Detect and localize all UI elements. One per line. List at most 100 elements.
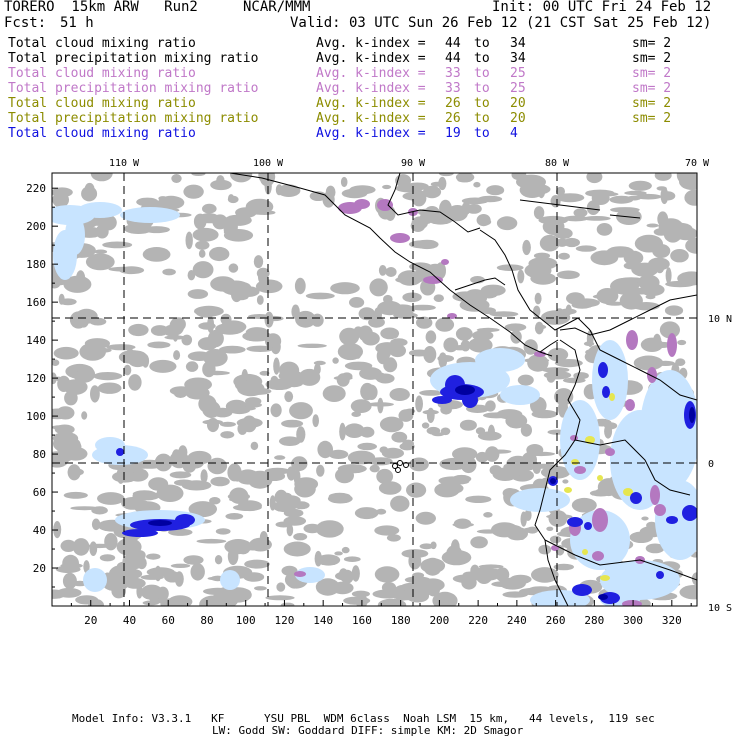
y-tick-label: 120 (26, 372, 46, 385)
legend-smoothing: sm= 2 (632, 66, 672, 81)
y-tick-label: 60 (33, 486, 46, 499)
coastline (454, 277, 506, 291)
legend-from-value: 33 (445, 81, 461, 96)
legend-field-name: Total precipitation mixing ratio (8, 111, 259, 126)
x-tick-label: 40 (123, 614, 136, 627)
legend-to-word: to (474, 81, 490, 96)
longitude-labels: 110 W 100 W 90 W 80 W 70 W (109, 158, 710, 169)
dark-blue-core-areas (148, 385, 695, 600)
latlon-grid (52, 173, 697, 606)
legend-row: Total cloud mixing ratio Avg. k-index = 33… (8, 66, 728, 81)
legend-smoothing: sm= 2 (632, 36, 672, 51)
coastline (559, 294, 697, 336)
x-tick-label: 240 (507, 614, 527, 627)
longitude-label: 70 W (685, 158, 710, 169)
x-tick-label: 320 (662, 614, 682, 627)
y-tick-label: 40 (33, 524, 46, 537)
legend-to-value: 20 (510, 111, 526, 126)
coastline (229, 173, 553, 357)
model-info-line1: Model Info: V3.3.1 KF YSU PBL WDM 6class… (72, 712, 655, 725)
legend-smoothing: sm= 2 (632, 96, 672, 111)
legend-avg-label: Avg. k-index = (316, 126, 426, 141)
x-tick-label: 160 (352, 614, 372, 627)
legend-smoothing: sm= 2 (632, 81, 672, 96)
legend-to-value: 25 (510, 66, 526, 81)
map-figure: 20 40 60 80 100 120 140 160 180 200 220 240 260 280 30… (26, 158, 732, 627)
coastline (519, 199, 601, 211)
x-tick-label: 220 (468, 614, 488, 627)
x-tick-label: 300 (623, 614, 643, 627)
legend-to-word: to (474, 126, 490, 141)
x-tick-label: 180 (391, 614, 411, 627)
legend-avg-label: Avg. k-index = (316, 96, 426, 111)
longitude-label: 110 W (109, 158, 140, 169)
x-tick-label: 100 (236, 614, 256, 627)
coastline (574, 439, 691, 496)
legend-field-name: Total cloud mixing ratio (8, 126, 196, 141)
valid-time: Valid: 03 UTC Sun 26 Feb 12 (21 CST Sat … (290, 15, 712, 31)
coastline (544, 539, 697, 581)
legend-to-value: 34 (510, 51, 526, 66)
field-layer (52, 173, 697, 606)
legend-from-value: 26 (445, 96, 461, 111)
organization: NCAR/MMM (243, 0, 311, 15)
legend-avg-label: Avg. k-index = (316, 36, 426, 51)
galapagos-island (395, 467, 401, 473)
coastline (479, 229, 591, 331)
coastline-layer (229, 173, 697, 606)
coastline (387, 173, 481, 233)
legend-to-value: 4 (510, 126, 518, 141)
y-axis: 20 40 60 80 100 120 140 160 180 200 220 (26, 182, 58, 588)
legend-row: Total precipitation mixing ratio Avg. k-i… (8, 81, 728, 96)
legend-to-word: to (474, 36, 490, 51)
x-tick-label: 200 (429, 614, 449, 627)
latitude-label: 10 S (708, 603, 732, 614)
legend-avg-label: Avg. k-index = (316, 111, 426, 126)
map-frame (51, 172, 698, 607)
legend-to-word: to (474, 66, 490, 81)
legend-field-name: Total cloud mixing ratio (8, 96, 196, 111)
purple-precip-areas (294, 199, 677, 606)
legend-from-value: 26 (445, 111, 461, 126)
legend-to-value: 20 (510, 96, 526, 111)
coastline (589, 329, 697, 401)
y-tick-label: 140 (26, 334, 46, 347)
legend-avg-label: Avg. k-index = (316, 81, 426, 96)
legend-field-name: Total precipitation mixing ratio (8, 81, 259, 96)
longitude-label: 90 W (401, 158, 426, 169)
coastline (539, 339, 559, 353)
legend-field-name: Total cloud mixing ratio (8, 66, 196, 81)
longitude-label: 80 W (545, 158, 570, 169)
x-tick-label: 60 (162, 614, 175, 627)
y-tick-label: 80 (33, 448, 46, 461)
legend-to-value: 34 (510, 36, 526, 51)
legend-smoothing: sm= 2 (632, 51, 672, 66)
legend-avg-label: Avg. k-index = (316, 51, 426, 66)
y-tick-label: 100 (26, 410, 46, 423)
latitude-label: 10 N (708, 314, 732, 325)
x-tick-label: 140 (313, 614, 333, 627)
legend-from-value: 44 (445, 51, 461, 66)
legend-to-word: to (474, 51, 490, 66)
model-title: TORERO 15km ARW Run2 (4, 0, 198, 15)
legend-field-name: Total precipitation mixing ratio (8, 51, 259, 66)
init-time: Init: 00 UTC Fri 24 Feb 12 (492, 0, 712, 15)
latitude-labels: 10 N 0 10 S (708, 314, 732, 614)
legend-row: Total precipitation mixing ratio Avg. k-i… (8, 111, 728, 126)
legend-row: Total cloud mixing ratio Avg. k-index = 19… (8, 126, 728, 141)
x-tick-label: 260 (546, 614, 566, 627)
legend-row: Total cloud mixing ratio Avg. k-index = 26… (8, 96, 728, 111)
y-tick-label: 200 (26, 220, 46, 233)
legend-from-value: 19 (445, 126, 461, 141)
x-tick-label: 80 (200, 614, 213, 627)
y-tick-label: 180 (26, 258, 46, 271)
forecast-label: Fcst: (4, 15, 47, 31)
legend-row: Total precipitation mixing ratio Avg. k-i… (8, 51, 728, 66)
y-tick-label: 220 (26, 182, 46, 195)
legend-row: Total cloud mixing ratio Avg. k-index = 44… (8, 36, 728, 51)
longitude-label: 100 W (253, 158, 284, 169)
coastline (609, 214, 641, 219)
legend-to-value: 25 (510, 81, 526, 96)
x-axis: 20 40 60 80 100 120 140 160 180 200 220 240 260 280 30… (70, 600, 692, 627)
x-tick-label: 20 (84, 614, 97, 627)
